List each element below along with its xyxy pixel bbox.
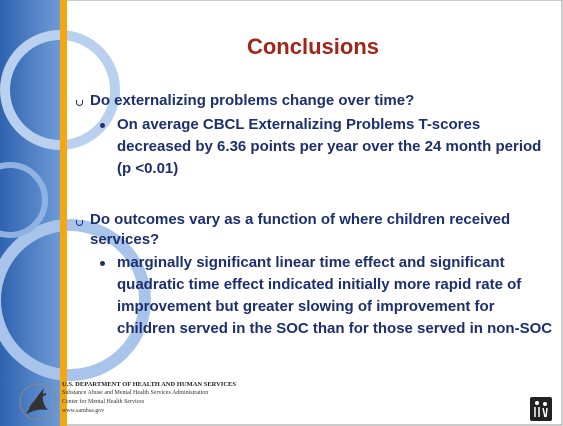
- footer-line: Substance Abuse and Mental Health Servic…: [62, 390, 209, 396]
- footer: U.S. DEPARTMENT OF HEALTH AND HUMAN SERV…: [62, 380, 236, 416]
- point: marginally significant linear time effec…: [90, 252, 554, 340]
- point: On average CBCL Externalizing Problems T…: [90, 114, 554, 180]
- question: Do outcomes vary as a function of where …: [76, 210, 554, 250]
- slide-title: Conclusions: [246, 34, 379, 59]
- family-icon: [530, 397, 552, 421]
- content: Do externalizing problems change over ti…: [76, 90, 554, 340]
- footer-line: Center for Mental Health Services: [62, 399, 145, 405]
- department: U.S. DEPARTMENT OF HEALTH AND HUMAN SERV…: [62, 381, 236, 388]
- footer-line: www.samhsa.gov: [62, 408, 105, 414]
- arc: [0, 219, 151, 381]
- question: Do externalizing problems change over ti…: [76, 90, 554, 112]
- accent-bar: [60, 0, 67, 426]
- arc: [0, 162, 48, 238]
- hhs-logo: [19, 383, 57, 421]
